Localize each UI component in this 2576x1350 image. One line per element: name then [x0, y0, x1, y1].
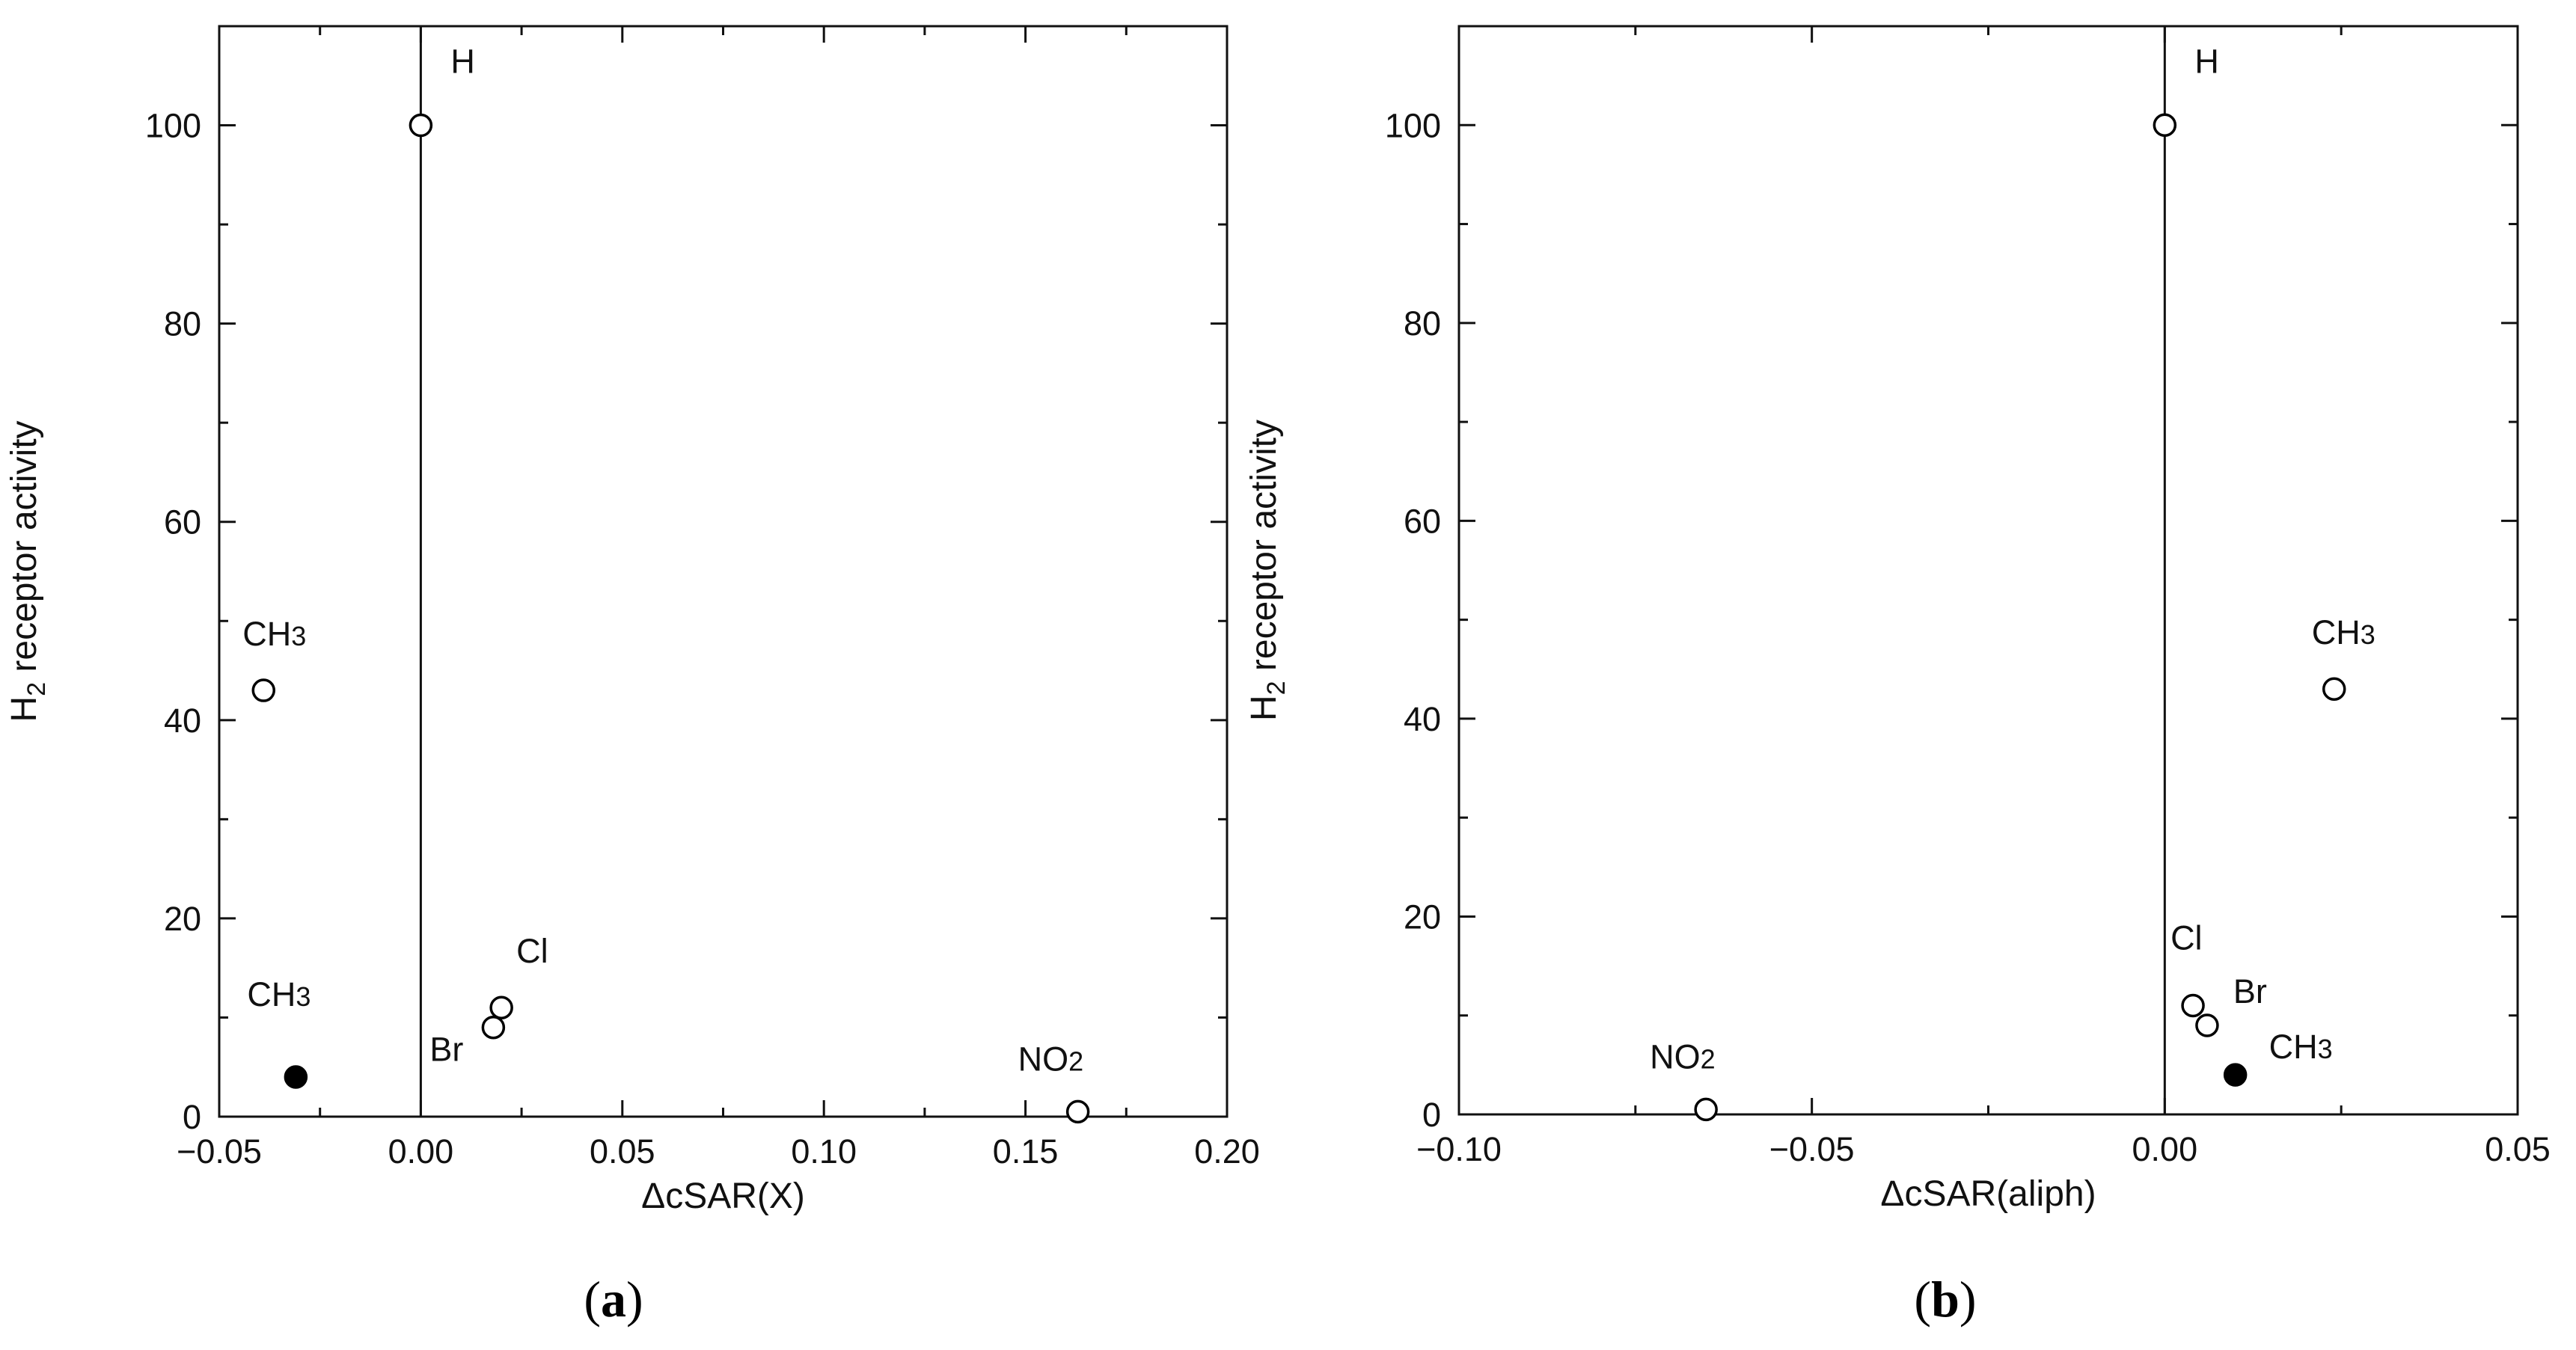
y-tick-label: 60 — [1404, 502, 1441, 540]
point-label: CH3 — [2312, 613, 2375, 651]
x-tick-label: 0.05 — [2485, 1130, 2551, 1168]
data-point-cl — [489, 995, 513, 1019]
y-tick-label: 20 — [1404, 898, 1441, 936]
data-point-ch3-filled — [284, 1065, 308, 1089]
x-tick-label: 0.00 — [388, 1132, 454, 1170]
x-tick-label: 0.05 — [590, 1132, 655, 1170]
data-point-ch3 — [251, 678, 276, 702]
point-label: Br — [429, 1031, 463, 1069]
point-label: CH3 — [247, 975, 310, 1013]
y-tick-label: 0 — [183, 1098, 201, 1136]
y-tick-label: 20 — [164, 900, 201, 938]
x-tick-label: 0.00 — [2132, 1130, 2198, 1168]
y-tick-label: 80 — [164, 305, 201, 343]
data-point-ch3-filled — [2223, 1063, 2248, 1087]
plot-frame — [218, 25, 1229, 1118]
data-point-no2 — [1065, 1099, 1090, 1124]
point-label: CH3 — [242, 615, 306, 653]
y-axis-title: H2 receptor activity — [1244, 420, 1291, 721]
x-tick-label: −0.05 — [177, 1132, 262, 1170]
panel-caption: (b) — [1914, 1271, 1976, 1328]
x-tick-label: −0.05 — [1769, 1130, 1855, 1168]
x-tick-label: 0.15 — [993, 1132, 1059, 1170]
point-label: NO2 — [1650, 1037, 1716, 1076]
chart-panel-a: −0.05 0.00 0.05 0.10 0.15 0.20 0 20 40 60 80 100 ΔcS… — [4, 25, 1260, 1328]
data-point-h — [409, 113, 433, 138]
y-tick-label: 100 — [1385, 106, 1441, 144]
x-axis-title: ΔcSAR(aliph) — [1880, 1174, 2096, 1214]
x-tick-label: −0.10 — [1416, 1130, 1502, 1168]
data-point-h — [2153, 113, 2177, 138]
y-tick-label: 100 — [145, 107, 201, 145]
x-tick-label: 0.20 — [1194, 1132, 1260, 1170]
y-tick-label: 40 — [1404, 700, 1441, 738]
y-axis-title: H2 receptor activity — [4, 420, 51, 722]
chart-panel-b: −0.10 −0.05 0.00 0.05 0 20 40 60 80 100 ΔcSAR(alip… — [1244, 25, 2551, 1328]
data-point-br — [2195, 1013, 2219, 1037]
data-point-ch3 — [2322, 677, 2346, 701]
plot-frame — [1457, 25, 2519, 1116]
point-label: NO2 — [1018, 1040, 1084, 1078]
point-label: Br — [2233, 972, 2267, 1010]
data-point-br — [481, 1015, 506, 1040]
data-point-cl — [2181, 993, 2205, 1018]
point-label: H — [450, 43, 475, 81]
point-label: CH3 — [2269, 1028, 2333, 1066]
panel-caption: (a) — [584, 1271, 643, 1328]
x-axis-title: ΔcSAR(X) — [641, 1176, 805, 1216]
data-point-no2 — [1694, 1097, 1718, 1122]
x-tick-label: 0.10 — [791, 1132, 857, 1170]
point-label: H — [2194, 42, 2219, 80]
y-tick-label: 60 — [164, 503, 201, 541]
point-label: Cl — [2170, 919, 2203, 957]
y-tick-label: 80 — [1404, 304, 1441, 343]
y-tick-label: 0 — [1422, 1096, 1441, 1134]
point-label: Cl — [516, 932, 548, 970]
y-tick-label: 40 — [164, 702, 201, 740]
